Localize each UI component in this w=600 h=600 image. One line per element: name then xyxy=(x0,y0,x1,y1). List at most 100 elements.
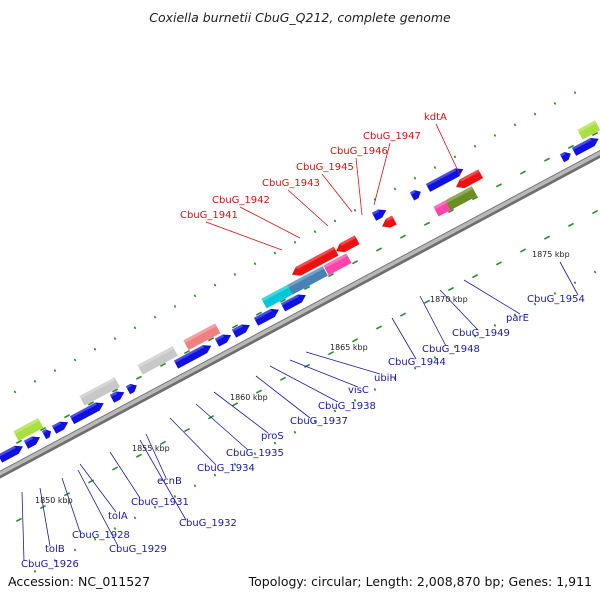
gene-block[interactable] xyxy=(371,206,389,221)
inner-ring-dot xyxy=(453,345,457,349)
label-leader-lines xyxy=(21,123,579,562)
inner-tick-dot xyxy=(471,274,479,279)
scale-label-1860: 1860 kbp xyxy=(230,393,268,402)
gene-block[interactable] xyxy=(69,399,106,425)
inner-tick-dot xyxy=(567,222,575,227)
inner-tick-dot xyxy=(447,286,455,292)
leader-cbug-1948 xyxy=(419,295,447,347)
inner-ring-dot xyxy=(373,388,377,392)
gene-box-lime[interactable] xyxy=(577,120,600,140)
gene-label-tola[interactable]: tolA xyxy=(108,511,128,522)
gene-block[interactable] xyxy=(559,150,573,163)
inner-ring-dot xyxy=(173,495,177,498)
gene-reverse[interactable] xyxy=(334,235,360,255)
gene-label-cbug-1954[interactable]: CbuG_1954 xyxy=(527,294,585,305)
gene-block[interactable] xyxy=(109,388,127,403)
gene-label-cbug-1949[interactable]: CbuG_1949 xyxy=(452,328,510,339)
inner-tick-dot xyxy=(159,440,167,446)
gene-block[interactable] xyxy=(280,291,308,312)
outer-ring-dot xyxy=(173,305,177,308)
gene-box-pink[interactable] xyxy=(323,253,352,276)
gene-box-gray[interactable] xyxy=(79,377,120,406)
gene-label-cbug-1946[interactable]: CbuG_1946 xyxy=(330,146,388,157)
gene-label-ecnb[interactable]: ecnB xyxy=(157,476,182,487)
gene-label-pros[interactable]: proS xyxy=(261,431,284,442)
gene-box-olive[interactable] xyxy=(445,186,478,211)
gene-block[interactable] xyxy=(214,331,233,347)
gene-reverse[interactable] xyxy=(290,246,339,279)
outer-tick-dot xyxy=(135,375,143,380)
outer-tick-dot xyxy=(327,272,335,278)
gene-box-salmon[interactable] xyxy=(183,323,221,351)
outer-ring-dot xyxy=(133,326,137,330)
gene-label-cbug-1937[interactable]: CbuG_1937 xyxy=(290,416,348,427)
gene-block[interactable] xyxy=(571,135,600,156)
gene-box-gray[interactable] xyxy=(137,346,178,375)
gene-label-cbug-1928[interactable]: CbuG_1928 xyxy=(72,530,130,541)
gene-label-cbug-1938[interactable]: CbuG_1938 xyxy=(318,401,376,412)
inner-tick-dot xyxy=(423,299,431,304)
inner-tick-dot xyxy=(519,248,527,253)
gene-block[interactable] xyxy=(173,342,214,369)
inner-ring-dot xyxy=(153,505,157,509)
gene-block[interactable] xyxy=(125,382,139,395)
gene-label-tolb[interactable]: tolB xyxy=(45,544,65,555)
genome-backbone xyxy=(0,150,600,479)
leader-cbug-1944 xyxy=(391,317,417,360)
leader-cbug-1947 xyxy=(373,142,391,206)
gene-label-cbug-1932[interactable]: CbuG_1932 xyxy=(179,518,237,529)
gene-label-cbug-1931[interactable]: CbuG_1931 xyxy=(131,497,189,508)
gene-block[interactable] xyxy=(253,306,281,326)
outer-ring-dot xyxy=(353,208,357,212)
outer-ring-dot xyxy=(273,251,277,255)
gene-box-lime[interactable] xyxy=(13,418,44,441)
leader-cbug-1938 xyxy=(269,365,339,403)
gene-label-cbug-1944[interactable]: CbuG_1944 xyxy=(388,357,446,368)
gene-block[interactable] xyxy=(425,165,466,192)
gene-label-visc[interactable]: visC xyxy=(348,385,369,396)
inner-tick-dot xyxy=(111,466,119,471)
outer-ring-dot xyxy=(193,294,197,298)
gene-reverse[interactable] xyxy=(454,169,484,191)
gene-label-cbug-1935[interactable]: CbuG_1935 xyxy=(226,448,284,459)
gene-label-kdta[interactable]: kdtA xyxy=(424,112,447,123)
inner-tick-dot xyxy=(279,376,287,381)
outer-ring-dot xyxy=(213,283,217,287)
gene-box-steelblue[interactable] xyxy=(287,265,328,295)
inner-tick-dot xyxy=(399,312,407,317)
gene-block[interactable] xyxy=(23,433,42,449)
leader-cbug-1934 xyxy=(169,417,217,466)
gene-label-cbug-1947[interactable]: CbuG_1947 xyxy=(363,131,421,142)
inner-ring-dot xyxy=(93,537,97,541)
gene-label-cbug-1948[interactable]: CbuG_1948 xyxy=(422,344,480,355)
gene-label-cbug-1926[interactable]: CbuG_1926 xyxy=(21,559,79,570)
leader-cbug-1935 xyxy=(195,403,249,451)
inner-ring-dot xyxy=(333,409,337,413)
gene-label-cbug-1943[interactable]: CbuG_1943 xyxy=(262,178,320,189)
inner-tick-dot xyxy=(183,427,191,433)
gene-reverse[interactable] xyxy=(380,215,397,230)
leader-cbug-1929 xyxy=(77,469,119,547)
gene-block[interactable] xyxy=(51,418,70,434)
outer-tick-dot xyxy=(567,144,575,149)
leader-cbug-1937 xyxy=(255,375,311,419)
gene-label-cbug-1934[interactable]: CbuG_1934 xyxy=(197,463,255,474)
outer-tick-dot xyxy=(279,298,287,303)
inner-ring-dot xyxy=(353,398,357,402)
gene-label-cbug-1929[interactable]: CbuG_1929 xyxy=(109,544,167,555)
gene-block[interactable] xyxy=(231,321,252,338)
inner-ring-dot xyxy=(433,356,437,359)
outer-ring-dot xyxy=(473,144,477,148)
gene-label-cbug-1942[interactable]: CbuG_1942 xyxy=(212,195,270,206)
gene-label-cbug-1941[interactable]: CbuG_1941 xyxy=(180,210,238,221)
gene-label-cbug-1945[interactable]: CbuG_1945 xyxy=(296,162,354,173)
gene-block[interactable] xyxy=(409,188,423,201)
gene-block[interactable] xyxy=(41,427,53,440)
gene-label-pare[interactable]: parE xyxy=(506,313,529,324)
leader-cbug-1954 xyxy=(559,261,579,296)
inner-tick-dot xyxy=(495,261,503,266)
gene-block[interactable] xyxy=(0,442,25,463)
outer-ring-dot xyxy=(313,230,317,234)
inner-ring-dot xyxy=(313,420,317,424)
gene-label-ubih[interactable]: ubiH xyxy=(374,373,397,384)
